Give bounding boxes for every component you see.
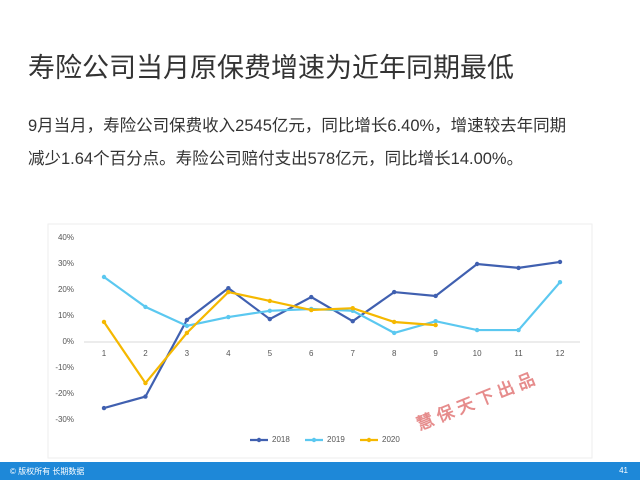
data-point [474,261,480,267]
y-tick-label: 40% [58,233,74,242]
y-tick-label: 10% [58,311,74,320]
x-tick-label: 6 [309,349,314,358]
series-line [103,290,436,385]
data-point [226,289,231,295]
data-point [267,308,273,313]
data-point [143,380,148,386]
data-point [184,323,190,329]
data-point [267,298,273,304]
y-tick-label: -10% [55,363,74,372]
x-tick-label: 9 [433,349,438,358]
slide-title: 寿险公司当月原保费增速为近年同期最低 [28,53,514,83]
data-point [267,316,273,322]
data-point [143,304,148,310]
paragraph-line: 9月当月，寿险公司保费收入2545亿元，同比增长6.40%，增速较去年同期 [28,117,567,135]
x-tick-label: 11 [514,349,523,358]
x-tick-label: 5 [268,349,273,358]
x-tick-label: 8 [392,349,397,358]
legend-label: 2020 [382,435,400,444]
data-point [433,319,438,324]
data-point [184,317,190,323]
data-point [184,330,190,336]
x-tick-label: 2 [143,349,148,358]
data-point [101,319,107,325]
y-tick-label: 0% [62,337,74,346]
y-tick-label: 30% [58,259,74,268]
y-tick-label: -30% [55,415,74,424]
x-tick-label: 4 [226,349,231,358]
data-point [474,327,480,333]
data-point [391,319,397,325]
x-tick-label: 7 [351,349,356,358]
data-point [557,280,563,285]
legend-marker [256,437,262,443]
series-line [103,276,561,335]
data-point [557,259,563,265]
data-point [350,319,355,324]
legend-marker [311,437,317,443]
data-point [309,294,314,300]
data-point [309,307,314,313]
y-tick-label: -20% [55,389,74,398]
data-point [101,274,107,280]
data-point [516,265,521,271]
page-number: 41 [619,466,628,475]
x-tick-label: 3 [185,349,190,358]
data-point [101,405,107,411]
data-point [226,314,231,320]
x-tick-label: 12 [556,349,565,358]
data-point [391,330,397,336]
paragraph-line: 减少1.64个百分点。寿险公司赔付支出578亿元，同比增长14.00%。 [28,150,524,168]
data-point [433,322,438,328]
data-point [516,327,521,333]
x-tick-label: 1 [102,349,107,358]
data-point [391,289,397,295]
legend-marker [366,437,372,443]
x-tick-label: 10 [473,349,482,358]
data-point [433,293,438,299]
legend-label: 2019 [327,435,345,444]
copyright: © 版权所有 长期数据 [10,467,85,476]
footer: © 版权所有 长期数据 41 [0,462,640,480]
y-tick-label: 20% [58,285,74,294]
legend-label: 2018 [272,435,290,444]
data-point [350,306,355,311]
data-point [143,394,148,399]
data-point [226,285,231,291]
chart-frame [47,223,593,459]
chart: 40%30%20%10%0%-10%-20%-30%1 2 3 4 5 6 7 8 9 10 11 1… [47,223,593,459]
